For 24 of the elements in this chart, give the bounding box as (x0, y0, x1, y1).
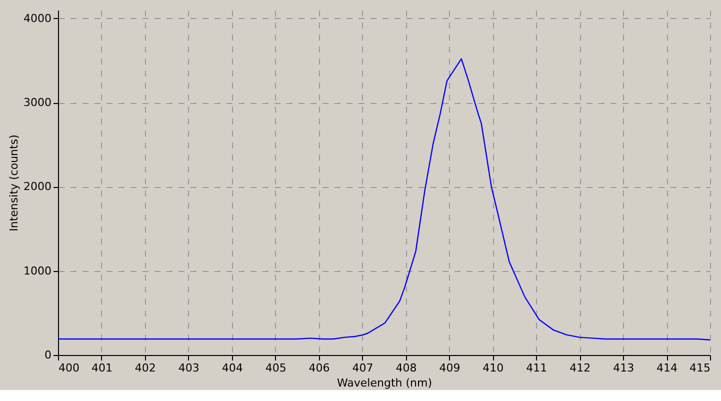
x-tick-label: 408 (396, 362, 417, 374)
x-tick-label: 400 (58, 362, 80, 374)
x-tick-label: 407 (352, 362, 374, 374)
x-tick-label: 403 (178, 362, 200, 374)
y-tick-label: 1000 (24, 264, 52, 278)
y-tick-label: 3000 (24, 96, 52, 110)
x-tick-label: 415 (690, 362, 710, 374)
x-tick-label: 410 (482, 362, 504, 374)
y-tick-label: 2000 (24, 180, 52, 194)
y-axis-title: Intensity (counts) (8, 134, 21, 232)
x-tick-label: 402 (134, 362, 156, 374)
x-tick-label: 404 (222, 362, 243, 374)
y-tick-label: 0 (44, 348, 52, 362)
x-tick-label: 401 (91, 362, 112, 374)
x-tick-label: 414 (656, 362, 678, 374)
x-tick-label: 409 (439, 362, 460, 374)
y-tick-label: 4000 (24, 12, 52, 25)
x-tick-label: 406 (308, 362, 330, 374)
x-tick-label: 405 (265, 362, 286, 374)
x-tick-label: 413 (613, 362, 634, 374)
x-tick-label: 412 (570, 362, 591, 374)
line-series (57, 58, 711, 340)
x-tick-label: 411 (526, 362, 548, 374)
x-axis-title: Wavelength (nm) (336, 376, 432, 390)
